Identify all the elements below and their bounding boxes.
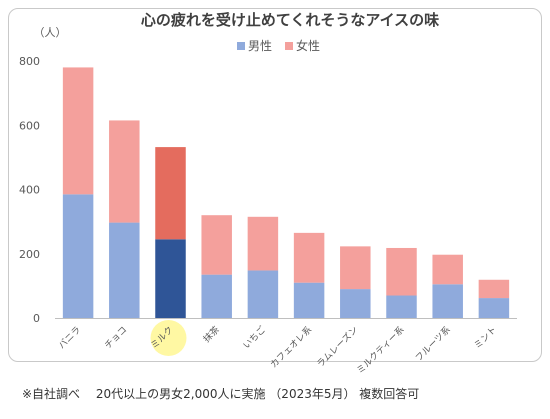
y-axis-unit-label: （人） — [34, 26, 67, 39]
bar-male-4 — [201, 274, 232, 318]
bar-male-9 — [432, 284, 463, 318]
bar-male-7 — [340, 289, 371, 318]
y-tick-label: 400 — [19, 184, 40, 197]
legend-label-female: 女性 — [296, 38, 320, 53]
bar-female-4 — [201, 215, 232, 275]
bar-female-2 — [109, 120, 140, 223]
legend-swatch-female — [285, 42, 293, 50]
bar-male-1 — [62, 194, 94, 318]
x-category-label: ラムレーズン — [314, 324, 360, 370]
x-category-label: ミルクティー系 — [355, 324, 407, 376]
y-tick-label: 600 — [19, 119, 40, 132]
bar-male-2 — [109, 222, 140, 318]
bar-female-7 — [340, 246, 371, 290]
bar-female-6 — [293, 232, 325, 283]
bar-male-8 — [386, 295, 417, 318]
legend-swatch-male — [237, 42, 245, 50]
x-category-label: いちご — [240, 324, 268, 352]
y-tick-label: 0 — [33, 312, 40, 325]
x-category-label: フルーツ系 — [413, 324, 452, 363]
chart-title: 心の疲れを受け止めてくれそうなアイスの味 — [141, 11, 439, 29]
bar-female-5 — [247, 216, 279, 271]
bar-male-5 — [247, 270, 279, 318]
bar-male-6 — [293, 282, 325, 318]
y-tick-label: 200 — [19, 248, 40, 261]
bar-female-9 — [432, 254, 463, 285]
bar-female-1 — [62, 67, 94, 195]
x-category-label: バニラ — [56, 324, 83, 351]
x-category-label: ミント — [473, 325, 499, 351]
footnote: ※自社調べ 20代以上の男女2,000人に実施 （2023年5月） 複数回答可 — [22, 387, 420, 401]
bar-male-10 — [478, 298, 510, 318]
bar-male-3 — [155, 239, 186, 318]
x-category-label: チョコ — [103, 324, 130, 351]
bar-female-8 — [386, 247, 417, 296]
x-category-label: カフェオレ系 — [268, 324, 314, 370]
y-tick-label: 800 — [19, 55, 40, 68]
bar-female-10 — [478, 279, 510, 299]
bar-female-3 — [155, 147, 186, 240]
legend-label-male: 男性 — [248, 39, 272, 53]
highlight-marker — [150, 320, 187, 356]
x-category-label: 抹茶 — [201, 324, 222, 345]
